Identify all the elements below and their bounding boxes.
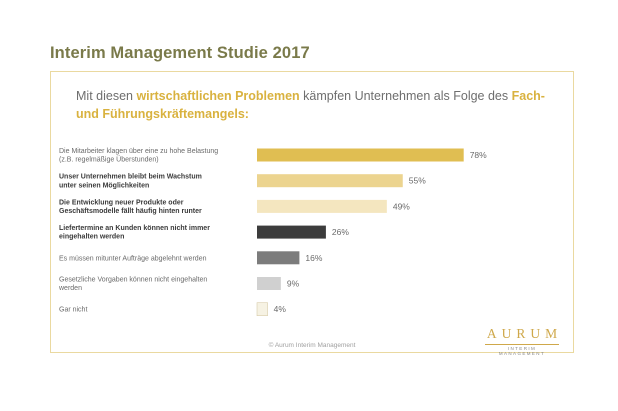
- bar: [257, 251, 300, 265]
- value-label: 9%: [287, 279, 300, 289]
- copyright-footer: © Aurum Interim Management: [268, 342, 356, 349]
- headline-highlight-2: Fach- und Führungskräftemangels:: [76, 89, 545, 121]
- chart-headline: Mit diesen wirtschaftlichen Problemen kä…: [76, 87, 546, 123]
- bar: [257, 174, 403, 188]
- category-label: Gar nicht: [59, 307, 87, 314]
- bar: [256, 302, 268, 316]
- bar: [257, 277, 281, 290]
- headline-highlight-1: wirtschaftlichen Problemen: [136, 89, 300, 103]
- bar-chart: Die Mitarbeiter klagen über eine zu hohe…: [58, 148, 487, 316]
- headline-text-2: kämpfen Unternehmen als Folge des: [299, 89, 512, 103]
- bar: [257, 148, 464, 162]
- category-label: Unser Unternehmen bleibt beim Wachstum un…: [59, 174, 202, 190]
- category-label: Liefertermine an Kunden können nicht imm…: [59, 225, 210, 241]
- value-label: 78%: [470, 150, 487, 160]
- value-label: 55%: [409, 176, 426, 186]
- bar: [257, 199, 387, 213]
- value-label: 16%: [305, 253, 322, 263]
- chart-frame: Mit diesen wirtschaftlichen Problemen kä…: [50, 71, 574, 356]
- headline-text-1: Mit diesen: [76, 89, 137, 103]
- logo-subtitle: INTERIM MANAGEMENT: [498, 346, 546, 356]
- page-title: Interim Management Studie 2017: [50, 44, 310, 62]
- category-label: Die Mitarbeiter klagen über eine zu hohe…: [59, 148, 218, 164]
- aurum-logo: AURUM INTERIM MANAGEMENT: [485, 326, 559, 356]
- category-label: Es müssen mitunter Aufträge abgelehnt we…: [59, 255, 207, 262]
- logo-rule: [485, 344, 559, 345]
- value-label: 49%: [393, 201, 410, 211]
- category-label: Die Entwicklung neuer Produkte oder Gesch…: [59, 199, 202, 215]
- value-label: 4%: [274, 304, 287, 314]
- bar: [257, 225, 326, 239]
- category-label: Gesetzliche Vorgaben können nicht eingeh…: [58, 277, 207, 293]
- value-label: 26%: [332, 227, 349, 237]
- logo-word: AURUM: [486, 326, 563, 341]
